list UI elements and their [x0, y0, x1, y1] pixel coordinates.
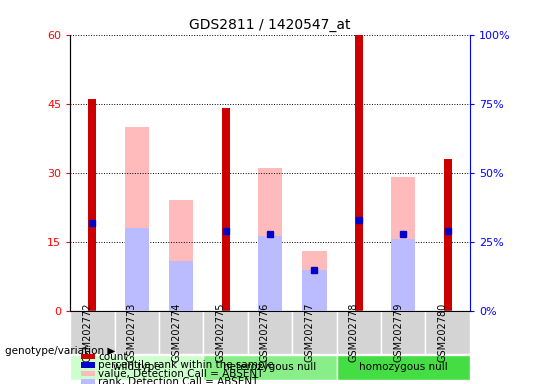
Text: percentile rank within the sample: percentile rank within the sample: [98, 360, 274, 370]
Bar: [204, 311, 248, 354]
Bar: [70, 354, 204, 380]
Text: GSM202777: GSM202777: [305, 303, 314, 362]
Bar: [292, 311, 336, 354]
Bar: [355, 35, 363, 311]
Text: value, Detection Call = ABSENT: value, Detection Call = ABSENT: [98, 369, 264, 379]
Bar: [248, 311, 292, 354]
Text: GSM202775: GSM202775: [215, 303, 226, 362]
Text: GSM202778: GSM202778: [349, 303, 359, 362]
Text: GSM202779: GSM202779: [393, 303, 403, 362]
Bar: [426, 311, 470, 354]
Text: GSM202780: GSM202780: [437, 303, 448, 362]
Bar: [302, 251, 327, 311]
Text: heterozygous null: heterozygous null: [224, 362, 316, 372]
Bar: [391, 177, 415, 311]
Text: genotype/variation ▶: genotype/variation ▶: [5, 346, 116, 356]
Bar: [169, 200, 193, 311]
Text: GSM202776: GSM202776: [260, 303, 270, 362]
Bar: [336, 311, 381, 354]
Bar: [336, 354, 470, 380]
Bar: [114, 311, 159, 354]
Bar: [258, 237, 282, 311]
Text: GSM202772: GSM202772: [83, 303, 92, 362]
Bar: [125, 228, 149, 311]
Title: GDS2811 / 1420547_at: GDS2811 / 1420547_at: [189, 18, 351, 32]
Bar: [204, 354, 336, 380]
Bar: [443, 159, 451, 311]
Text: rank, Detection Call = ABSENT: rank, Detection Call = ABSENT: [98, 377, 259, 384]
Bar: [125, 127, 149, 311]
Text: GSM202774: GSM202774: [171, 303, 181, 362]
Bar: [302, 270, 327, 311]
Bar: [89, 99, 97, 311]
Bar: [169, 261, 193, 311]
Bar: [221, 108, 229, 311]
Bar: [159, 311, 204, 354]
Bar: [381, 311, 426, 354]
Text: wild type: wild type: [113, 362, 160, 372]
Bar: [391, 239, 415, 311]
Text: homozygous null: homozygous null: [359, 362, 448, 372]
Bar: [70, 311, 114, 354]
Bar: [258, 168, 282, 311]
Text: GSM202773: GSM202773: [127, 303, 137, 362]
Text: count: count: [98, 352, 128, 362]
